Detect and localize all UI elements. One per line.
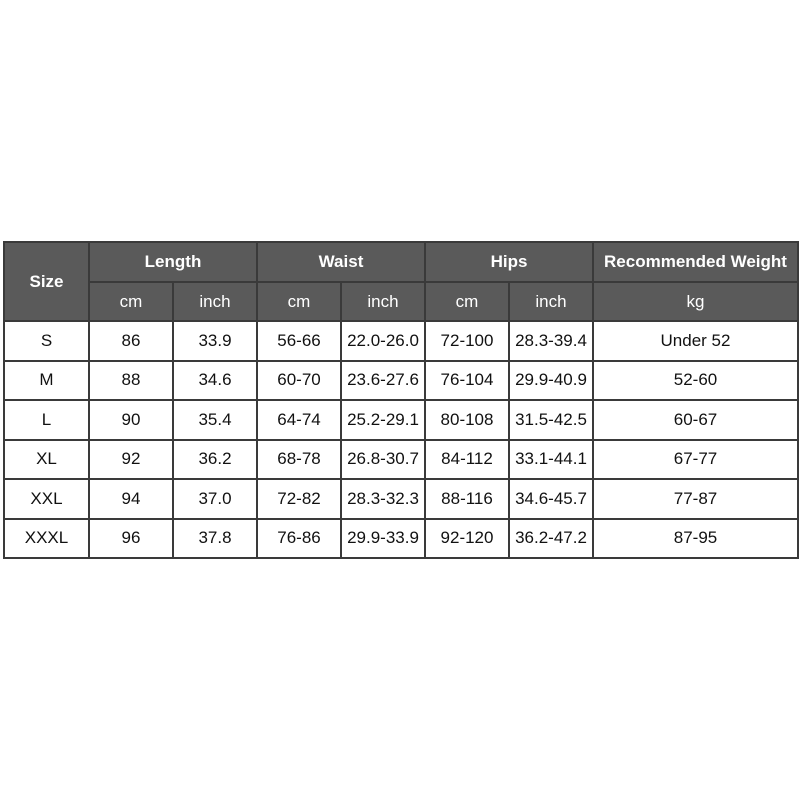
value-cell: 67-77 [592, 438, 799, 480]
value-cell: 56-66 [256, 320, 342, 362]
value-cell: 68-78 [256, 438, 342, 480]
unit-header: inch [172, 281, 258, 322]
header-row-groups: Size Length Waist Hips Recommended Weigh… [3, 241, 799, 322]
value-cell: 37.0 [172, 478, 258, 520]
unit-header: inch [508, 281, 594, 322]
table-row: XXXL 96 37.8 76-86 29.9-33.9 92-120 36.2-47.2 8… [3, 517, 799, 559]
value-cell: 80-108 [424, 399, 510, 441]
value-cell: 29.9-40.9 [508, 359, 594, 401]
unit-header: cm [424, 281, 510, 322]
value-cell: 29.9-33.9 [340, 517, 426, 559]
size-header: Size [3, 241, 90, 322]
value-cell: 88 [88, 359, 174, 401]
value-cell: 92-120 [424, 517, 510, 559]
table-row: M 88 34.6 60-70 23.6-27.6 76-104 29.9-40.9 52-6… [3, 359, 799, 401]
length-header: Length [88, 241, 258, 283]
value-cell: 23.6-27.6 [340, 359, 426, 401]
table-row: S 86 33.9 56-66 22.0-26.0 72-100 28.3-39.4 Unde… [3, 320, 799, 362]
value-cell: 37.8 [172, 517, 258, 559]
value-cell: 94 [88, 478, 174, 520]
size-cell: S [3, 320, 90, 362]
waist-header: Waist [256, 241, 426, 283]
value-cell: 28.3-32.3 [340, 478, 426, 520]
value-cell: 76-86 [256, 517, 342, 559]
value-cell: 33.1-44.1 [508, 438, 594, 480]
value-cell: 31.5-42.5 [508, 399, 594, 441]
value-cell: 26.8-30.7 [340, 438, 426, 480]
value-cell: 34.6-45.7 [508, 478, 594, 520]
table-row: L 90 35.4 64-74 25.2-29.1 80-108 31.5-42.5 60-6… [3, 399, 799, 441]
value-cell: 87-95 [592, 517, 799, 559]
header-row-units: cm inch cm inch cm inch kg [4, 281, 799, 322]
unit-header: cm [256, 281, 342, 322]
unit-header: inch [340, 281, 426, 322]
value-cell: 35.4 [172, 399, 258, 441]
value-cell: Under 52 [592, 320, 799, 362]
value-cell: 86 [88, 320, 174, 362]
value-cell: 34.6 [172, 359, 258, 401]
value-cell: 76-104 [424, 359, 510, 401]
value-cell: 77-87 [592, 478, 799, 520]
table-row: XXL 94 37.0 72-82 28.3-32.3 88-116 34.6-45.7 77… [3, 478, 799, 520]
size-cell: M [3, 359, 90, 401]
value-cell: 60-70 [256, 359, 342, 401]
size-cell: XXXL [3, 517, 90, 559]
size-cell: XXL [3, 478, 90, 520]
value-cell: 96 [88, 517, 174, 559]
value-cell: 72-82 [256, 478, 342, 520]
value-cell: 28.3-39.4 [508, 320, 594, 362]
value-cell: 22.0-26.0 [340, 320, 426, 362]
size-chart-table: Size Length Waist Hips Recommended Weigh… [3, 241, 799, 559]
value-cell: 25.2-29.1 [340, 399, 426, 441]
value-cell: 88-116 [424, 478, 510, 520]
size-cell: XL [3, 438, 90, 480]
weight-header: Recommended Weight [592, 241, 799, 283]
unit-header: cm [88, 281, 174, 322]
value-cell: 64-74 [256, 399, 342, 441]
value-cell: 52-60 [592, 359, 799, 401]
hips-header: Hips [424, 241, 594, 283]
value-cell: 36.2-47.2 [508, 517, 594, 559]
value-cell: 36.2 [172, 438, 258, 480]
value-cell: 72-100 [424, 320, 510, 362]
unit-header: kg [592, 281, 799, 322]
value-cell: 33.9 [172, 320, 258, 362]
value-cell: 60-67 [592, 399, 799, 441]
table-row: XL 92 36.2 68-78 26.8-30.7 84-112 33.1-44.1 67-… [3, 438, 799, 480]
value-cell: 92 [88, 438, 174, 480]
value-cell: 90 [88, 399, 174, 441]
value-cell: 84-112 [424, 438, 510, 480]
size-cell: L [3, 399, 90, 441]
